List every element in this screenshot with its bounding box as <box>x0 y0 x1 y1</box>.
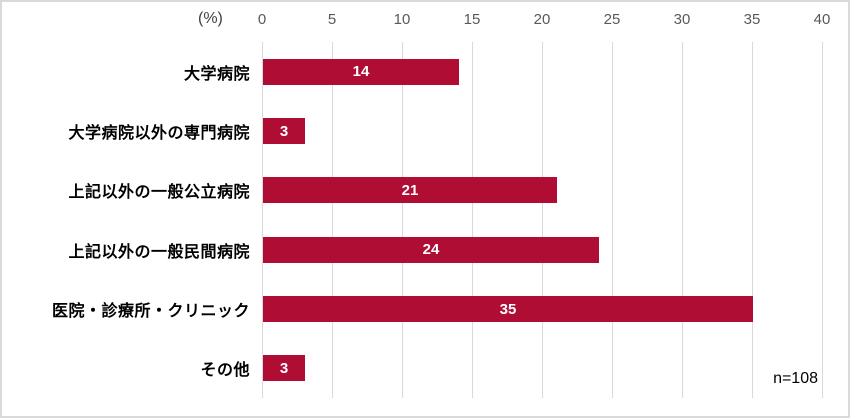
bar: 14 <box>263 58 459 85</box>
category-label: 上記以外の一般民間病院 <box>68 243 250 261</box>
gridline <box>752 42 753 398</box>
bar-value-label: 24 <box>422 241 440 259</box>
x-axis-tick: 30 <box>673 11 691 28</box>
x-axis-tick: 25 <box>603 11 621 28</box>
x-axis-tick: 0 <box>257 11 267 28</box>
bar-value-label: 21 <box>401 181 419 199</box>
gridline <box>332 42 333 398</box>
axis-unit-label: (%) <box>198 10 223 27</box>
category-label: 医院・診療所・クリニック <box>51 303 250 320</box>
bar: 35 <box>263 296 753 322</box>
gridline <box>682 42 683 398</box>
bar: 3 <box>263 118 305 144</box>
gridline <box>402 42 403 398</box>
x-axis-tick: 20 <box>533 11 551 28</box>
sample-size-label: n=108 <box>773 370 818 387</box>
category-label: その他 <box>200 362 250 380</box>
bar: 21 <box>263 177 557 204</box>
category-label: 大学病院 <box>183 65 250 83</box>
bar-value-label: 35 <box>499 300 517 318</box>
x-axis-tick: 15 <box>463 11 481 28</box>
category-label: 上記以外の一般公立病院 <box>68 184 250 202</box>
category-label: 大学病院以外の専門病院 <box>68 125 250 142</box>
x-axis-tick: 5 <box>327 11 337 28</box>
x-axis-tick: 10 <box>393 11 411 28</box>
gridline <box>262 42 263 398</box>
gridline <box>822 42 823 398</box>
bar-value-label: 3 <box>279 122 289 140</box>
gridline <box>612 42 613 398</box>
bar: 3 <box>263 355 305 382</box>
x-axis-tick: 35 <box>743 11 761 28</box>
gridline <box>472 42 473 398</box>
bar-value-label: 14 <box>352 63 370 81</box>
bar: 24 <box>263 236 599 263</box>
gridline <box>542 42 543 398</box>
x-axis-tick: 40 <box>813 11 831 28</box>
bar-value-label: 3 <box>279 359 289 377</box>
